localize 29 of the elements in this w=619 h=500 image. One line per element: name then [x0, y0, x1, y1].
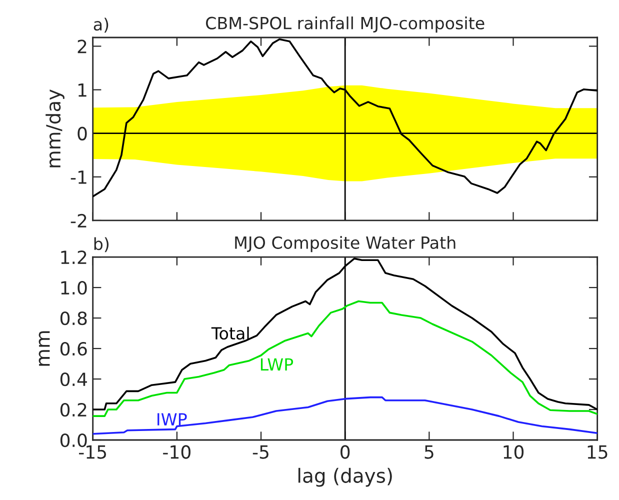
series-label: IWP: [158, 413, 187, 426]
y-tick-label: 0.4: [60, 372, 87, 386]
y-tick-label: 0.2: [60, 402, 86, 417]
x-tick-label: -5: [252, 445, 268, 459]
x-tick-label: 10: [504, 445, 524, 459]
y-tick-label: 1.0: [61, 280, 87, 295]
chart-title: MJO Composite Water Path: [235, 236, 456, 252]
y-tick-label: -1: [70, 170, 86, 184]
y-tick-label: 0.0: [60, 433, 87, 448]
x-tick-label: 0: [340, 445, 350, 459]
y-tick-label: 0: [78, 126, 87, 140]
chart-title: CBM-SPOL rainfall MJO-composite: [206, 16, 484, 33]
y-tick-label: 1.2: [61, 250, 86, 264]
y-axis-title: mm/day: [46, 89, 64, 168]
x-tick-label: 5: [424, 445, 434, 459]
x-tick-label: -15: [78, 445, 106, 459]
y-tick-label: 0.6: [60, 342, 87, 356]
x-tick-label: 15: [588, 445, 608, 459]
text: a): [94, 18, 108, 33]
text: b): [94, 237, 108, 252]
series-label: LWP: [260, 358, 294, 370]
y-tick-label: 0.8: [60, 311, 87, 326]
y-axis-title: mm: [38, 331, 50, 366]
y-tick-label: 2: [78, 40, 86, 54]
series-label: Total: [211, 326, 249, 340]
y-tick-label: -2: [70, 214, 86, 228]
y-tick-label: 1: [78, 83, 86, 97]
x-axis-title: lag (days): [298, 468, 392, 487]
x-tick-label: -10: [163, 445, 190, 459]
